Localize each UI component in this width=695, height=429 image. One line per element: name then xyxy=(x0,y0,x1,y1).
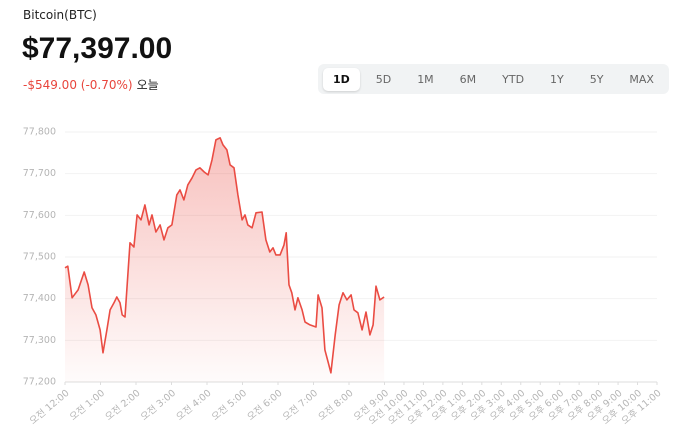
period: 오늘 xyxy=(136,78,159,92)
y-tick-label: 77,400 xyxy=(23,293,56,304)
y-tick-label: 77,500 xyxy=(23,252,56,263)
x-tick-label: 오전 6:00 xyxy=(245,388,284,423)
range-button[interactable]: 1M xyxy=(417,72,434,86)
x-tick-label: 오전 1:00 xyxy=(68,388,107,423)
price-line xyxy=(64,137,385,374)
range-button[interactable]: YTD xyxy=(502,72,525,86)
change: -$549.00 (-0.70%) xyxy=(23,78,133,92)
x-tick-label: 오전 12:00 xyxy=(28,388,72,427)
range-button[interactable]: 6M xyxy=(459,72,477,86)
y-tick-label: 77,600 xyxy=(23,210,56,221)
range-selector: 1D 5D 1M 6M YTD 1Y 5Y MAX xyxy=(318,64,669,94)
x-tick-label: 오전 3:00 xyxy=(139,388,178,423)
range-button[interactable]: MAX xyxy=(629,72,654,86)
x-tick-label: 오전 8:00 xyxy=(316,388,355,423)
x-tick-label: 오전 4:00 xyxy=(174,388,213,423)
y-tick-label: 77,300 xyxy=(23,335,56,346)
y-tick-label: 77,700 xyxy=(23,168,56,179)
price: $77,397.00 xyxy=(22,32,173,65)
range-button[interactable]: 5D xyxy=(375,72,392,86)
asset-name: Bitcoin(BTC) xyxy=(23,8,97,22)
change-row: -$549.00 (-0.70%) 오늘 xyxy=(23,76,159,93)
range-button[interactable]: 1Y xyxy=(550,72,564,86)
x-tick-label: 오전 7:00 xyxy=(281,388,320,423)
range-button[interactable]: 1D xyxy=(322,67,360,91)
y-tick-label: 77,200 xyxy=(23,377,56,388)
range-button[interactable]: 5Y xyxy=(589,72,604,86)
y-tick-label: 77,800 xyxy=(23,127,56,138)
area-fill xyxy=(65,137,385,382)
x-tick-label: 오전 5:00 xyxy=(210,388,249,423)
x-tick-label: 오전 2:00 xyxy=(103,388,142,423)
